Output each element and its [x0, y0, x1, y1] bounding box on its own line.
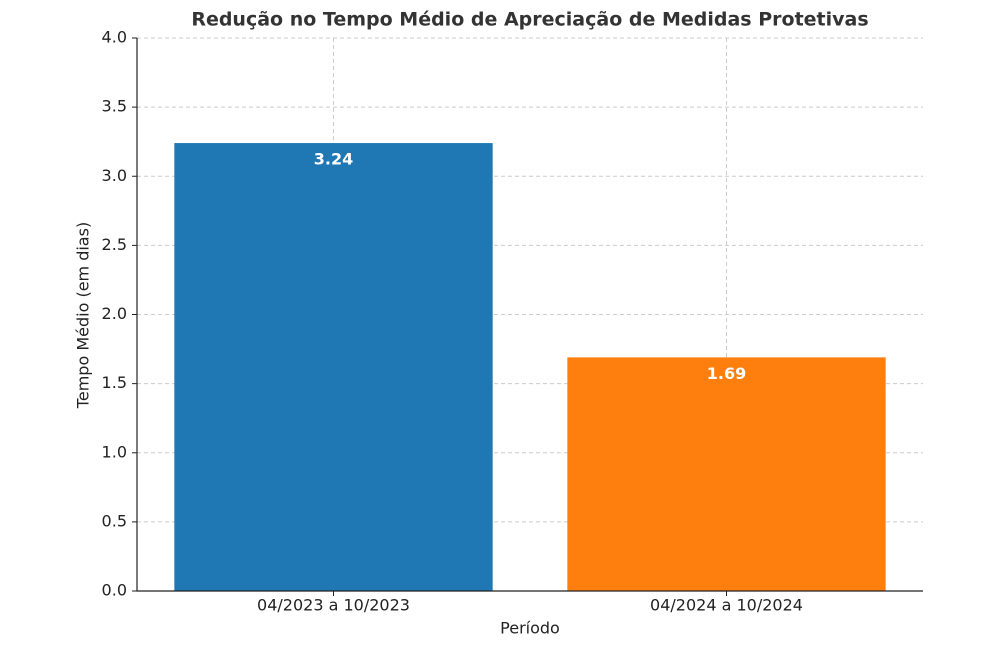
value-label: 3.24: [314, 150, 353, 169]
y-tick-label: 3.5: [102, 97, 127, 116]
y-tick-label: 4.0: [102, 28, 127, 47]
y-tick-label: 0.0: [102, 581, 127, 600]
y-tick-label: 1.5: [102, 373, 127, 392]
y-tick-label: 3.0: [102, 166, 127, 185]
bar: [567, 357, 886, 591]
y-tick-label: 2.5: [102, 235, 127, 254]
y-tick-label: 0.5: [102, 511, 127, 530]
value-label: 1.69: [707, 364, 746, 383]
y-tick-label: 2.0: [102, 304, 127, 323]
axes: [136, 38, 923, 592]
chart-title: Redução no Tempo Médio de Apreciação de …: [191, 9, 868, 31]
y-tick-label: 1.0: [102, 442, 127, 461]
y-axis-label: Tempo Médio (em dias): [74, 222, 93, 409]
x-tick-label: 04/2023 a 10/2023: [257, 596, 410, 615]
x-axis-label: Período: [500, 619, 560, 638]
bar: [174, 143, 493, 591]
x-tick-label: 04/2024 a 10/2024: [650, 596, 803, 615]
